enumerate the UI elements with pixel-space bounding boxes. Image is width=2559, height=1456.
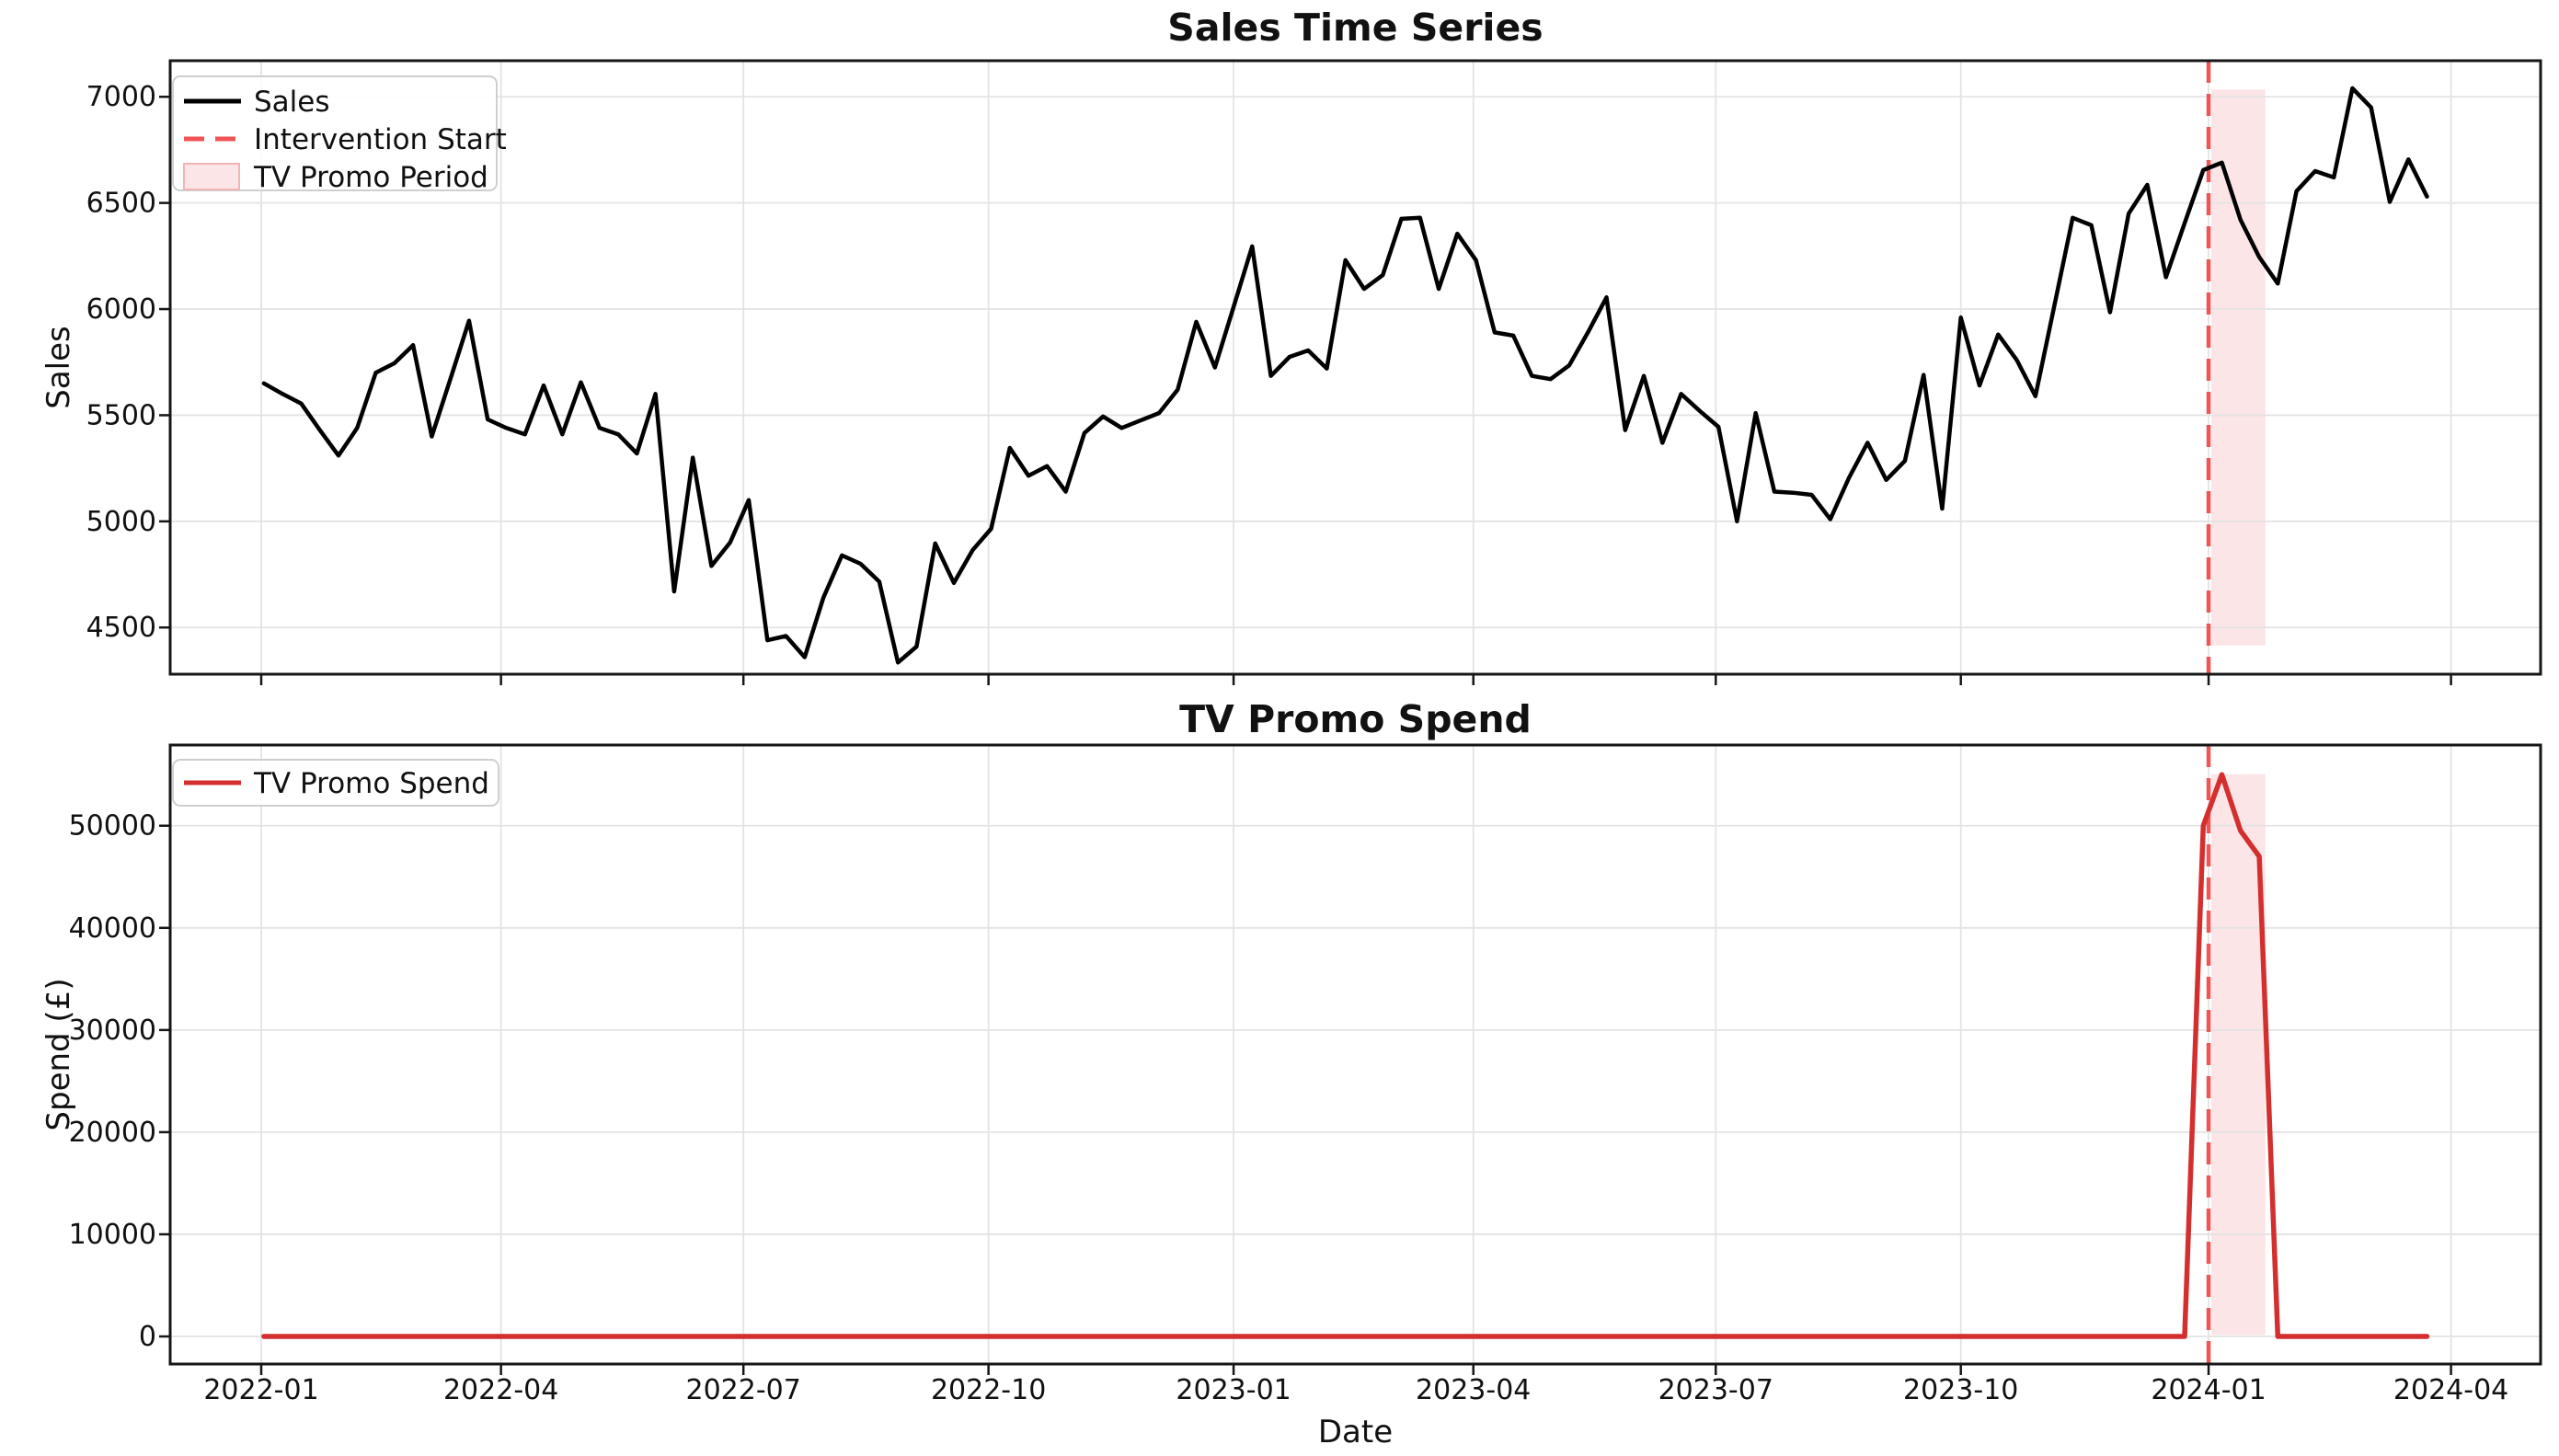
legend-item-label: TV Promo Spend <box>253 767 489 800</box>
spend-chart: 2022-01 2022-04 2022-07 2022-10 2023-01 2023-… <box>40 697 2542 1450</box>
x-tick-label: 2024-04 <box>2393 1374 2508 1406</box>
legend-item-intervention-start: Intervention Start <box>184 123 507 156</box>
legend: TV Promo Spend <box>172 759 499 807</box>
spend-chart-title: TV Promo Spend <box>1179 697 1532 741</box>
y-tick-label: 40000 <box>69 912 156 945</box>
y-tick-label: 0 <box>139 1321 156 1353</box>
legend-item-tv-promo-period: TV Promo Period <box>183 161 488 194</box>
y-tick-label: 50000 <box>69 810 156 843</box>
x-tick-label: 2022-07 <box>686 1374 801 1406</box>
promo-band <box>2210 89 2266 646</box>
x-tick-label: 2022-10 <box>931 1374 1046 1406</box>
legend: Sales Intervention Start TV Promo Period <box>172 75 507 194</box>
x-tick-label: 2024-01 <box>2151 1374 2266 1406</box>
legend-item-tv-promo-spend: TV Promo Spend <box>184 767 489 800</box>
axes-frame <box>168 743 2542 1366</box>
axes-frame <box>168 59 2542 676</box>
y-tick-label: 7000 <box>86 81 156 113</box>
legend-item-label: Sales <box>254 86 330 119</box>
x-tick-label: 2023-10 <box>1903 1374 2018 1406</box>
y-tick-label: 30000 <box>69 1015 156 1047</box>
sales-chart: 4500 5000 5500 6000 6500 7000 Sales Time Serie… <box>40 6 2542 685</box>
promo-band <box>2210 774 2266 1336</box>
sales-line <box>261 86 2429 665</box>
y-tick-label: 5000 <box>86 506 156 538</box>
x-tick-label: 2023-04 <box>1416 1374 1531 1406</box>
legend-box <box>172 75 498 191</box>
y-tick-label: 6500 <box>86 188 156 220</box>
sales-chart-title: Sales Time Series <box>1167 6 1543 50</box>
legend-item-sales: Sales <box>184 86 330 119</box>
x-tick-label: 2022-04 <box>443 1374 558 1406</box>
x-tick-label: 2022-01 <box>203 1374 318 1406</box>
y-tick-label: 5500 <box>86 399 156 431</box>
legend-item-label: TV Promo Period <box>253 161 488 194</box>
y-tick-label: 4500 <box>86 612 156 644</box>
y-tick-label: 6000 <box>86 293 156 326</box>
legend-item-label: Intervention Start <box>254 123 507 156</box>
x-tick-label: 2023-07 <box>1658 1374 1773 1406</box>
y-tick-label: 20000 <box>69 1117 156 1149</box>
legend-box <box>172 759 499 807</box>
x-axis-label: Date <box>1318 1414 1393 1450</box>
y-axis-label-sales: Sales <box>40 326 77 409</box>
legend-patch-swatch <box>183 163 240 190</box>
spend-line <box>261 772 2430 1339</box>
x-tick-label: 2023-01 <box>1176 1374 1291 1406</box>
y-tick-label: 10000 <box>69 1219 156 1251</box>
y-axis-label-spend: Spend (£) <box>40 978 77 1130</box>
